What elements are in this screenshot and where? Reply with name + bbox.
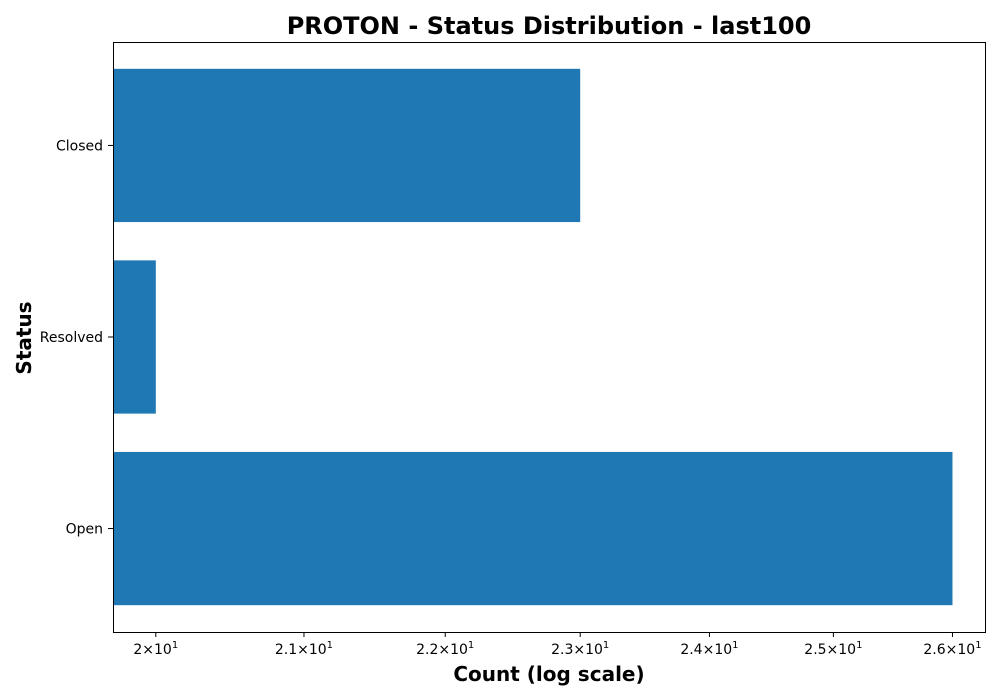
bar-resolved (113, 260, 156, 414)
bar-closed (113, 68, 581, 223)
y-axis-ticks: Closed Resolved Open (40, 138, 113, 538)
x-tick-label: 2×101 (133, 640, 178, 658)
y-axis-label: Status (12, 301, 36, 374)
x-tick-label: 2.4×101 (680, 640, 738, 658)
x-axis-label: Count (log scale) (453, 662, 644, 686)
x-tick-label: 2.6×101 (923, 640, 981, 658)
y-tick-label-closed: Closed (56, 138, 103, 154)
bar-open (113, 451, 953, 606)
x-tick-label: 2.3×101 (551, 640, 609, 658)
bars-group (113, 68, 953, 606)
chart-title: PROTON - Status Distribution - last100 (287, 12, 812, 40)
x-tick-label: 2.2×101 (416, 640, 474, 658)
x-axis-ticks: 2×101 2.1×101 2.2×101 2.3×101 2.4×101 2.5×101… (133, 632, 982, 658)
x-tick-label: 2.1×101 (275, 640, 333, 658)
plot-frame (113, 42, 986, 633)
x-tick-label: 2.5×101 (804, 640, 862, 658)
y-tick-label-resolved: Resolved (40, 330, 103, 346)
y-tick-label-open: Open (66, 522, 103, 538)
